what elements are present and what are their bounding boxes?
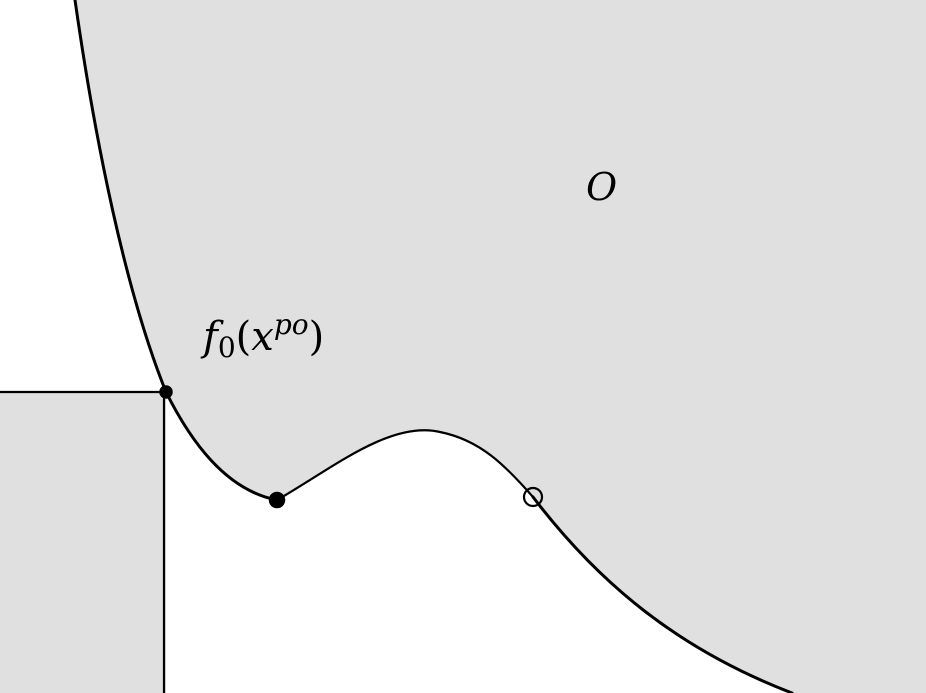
local-minimum-point xyxy=(268,491,286,509)
objective-region xyxy=(75,0,926,693)
point-label-superscript: po xyxy=(274,308,309,341)
left-boundary-curve xyxy=(73,0,279,502)
point-label-open-paren: ( xyxy=(236,314,252,360)
right-boundary-curve xyxy=(531,495,794,693)
point-label-close-paren: ) xyxy=(309,314,325,360)
middle-boundary-bump xyxy=(275,429,535,502)
point-label-subscript: 0 xyxy=(218,331,236,364)
dominated-orthant xyxy=(0,392,166,693)
point-label-var: x xyxy=(251,314,274,360)
point-label: f0(xpo) xyxy=(200,308,324,364)
open-point xyxy=(522,486,544,508)
region-label: O xyxy=(586,165,617,209)
point-f0-xpo xyxy=(159,385,173,399)
